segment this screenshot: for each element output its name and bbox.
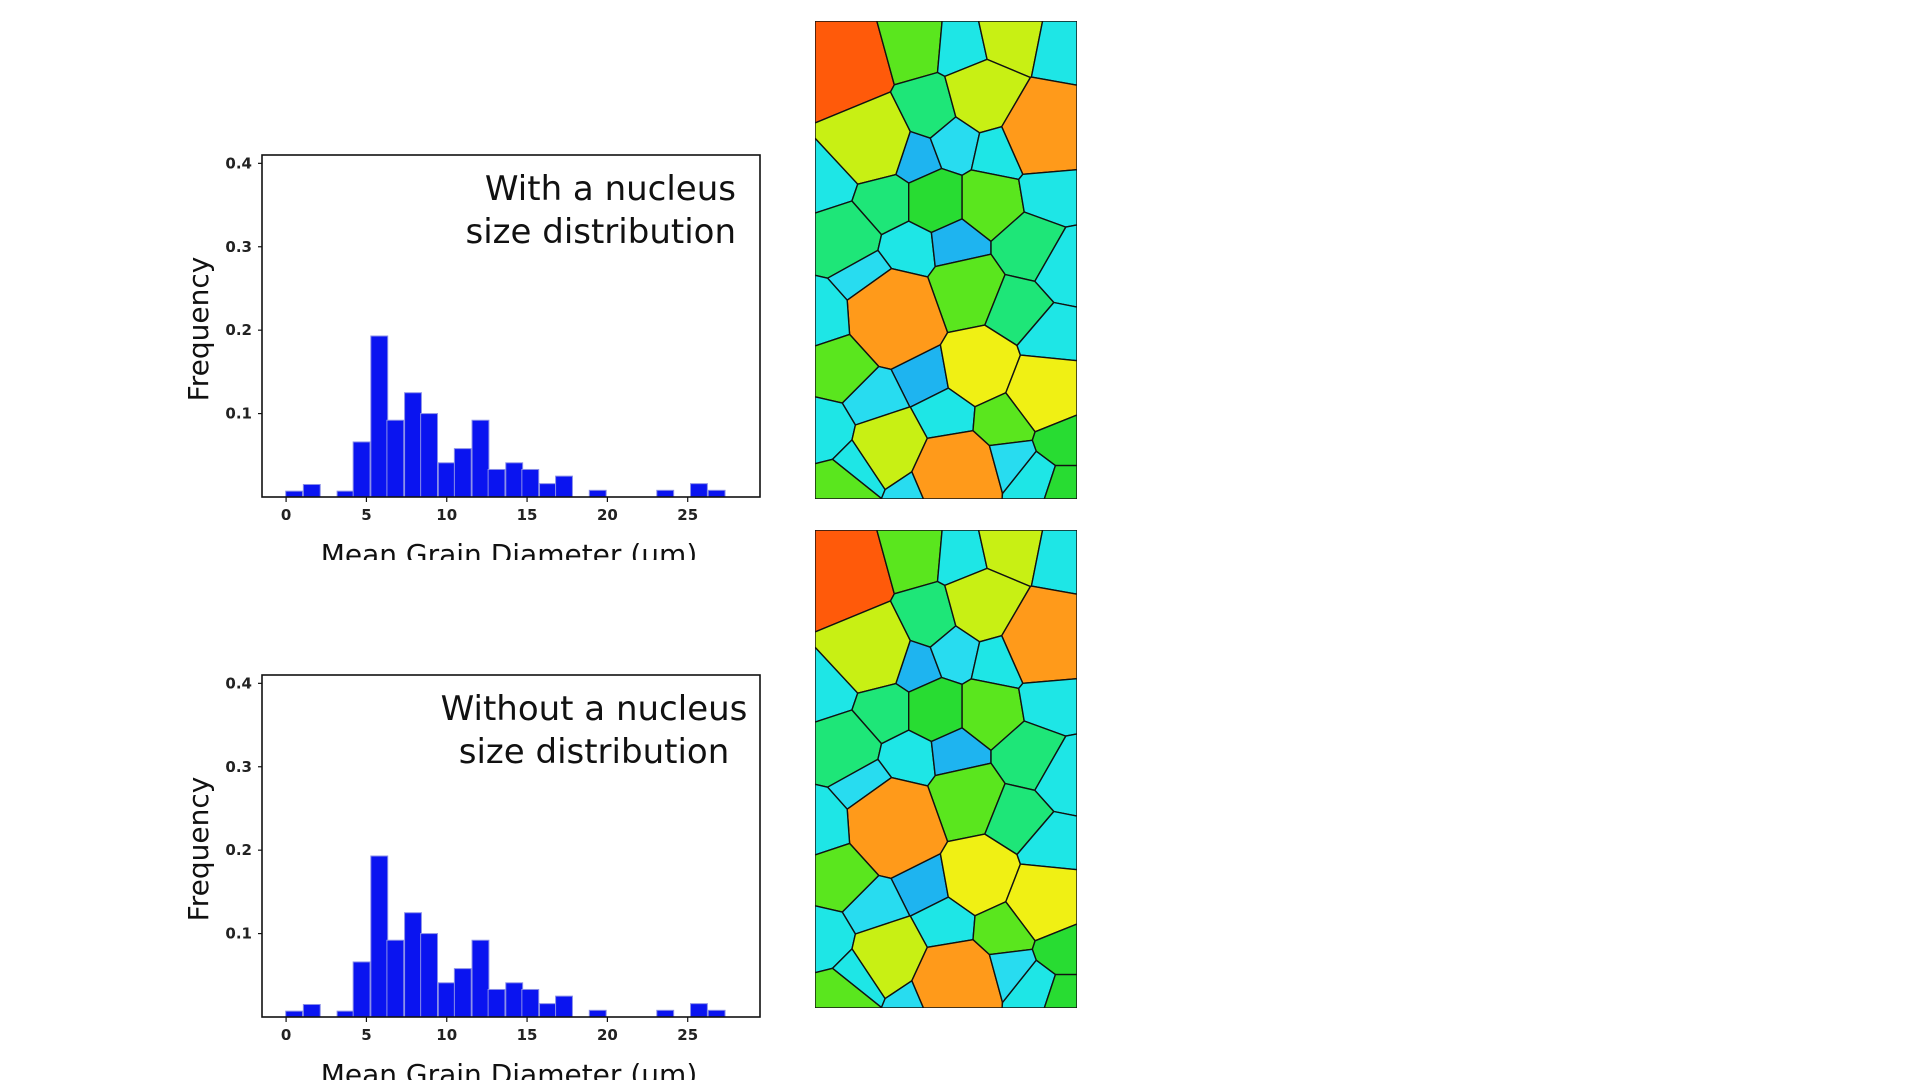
histogram-bar [521, 468, 540, 498]
histogram-bar [285, 490, 304, 498]
y-tick-label: 0.2 [225, 321, 252, 339]
y-tick-label: 0.3 [225, 758, 252, 776]
histogram-bar [505, 462, 524, 498]
plot-frame [261, 154, 761, 498]
grain-cell [1030, 21, 1077, 86]
histogram-bar [352, 441, 371, 498]
x-tick-label: 10 [436, 506, 457, 524]
x-tick-label: 15 [517, 506, 538, 524]
y-tick-label: 0.4 [225, 674, 252, 692]
grain-cell [988, 948, 1037, 1004]
grain-cells [815, 530, 1077, 1008]
histogram-bar [336, 490, 355, 498]
histogram-bar [555, 995, 573, 1018]
histogram-bar [588, 489, 607, 498]
x-axis-label: Mean Grain Diameter (μm) [321, 538, 698, 560]
histogram-bar [453, 968, 472, 1018]
histogram-bar [302, 483, 321, 498]
x-tick-label: 20 [597, 506, 618, 524]
grain-microstructure-without-nucleus-distribution [815, 530, 1077, 1008]
y-tick-label: 0.2 [225, 841, 252, 859]
grain-microstructure-with-nucleus-distribution [815, 21, 1077, 499]
chart-annotation-line: Without a nucleus [441, 689, 748, 729]
histogram-bar [437, 982, 456, 1018]
histogram-with-nucleus-distribution: 0.1 0.2 0.3 0.4 0 5 10 15 20 25 Mean Grain Diamete… [182, 154, 761, 560]
histogram-bar [690, 1003, 708, 1018]
grain-cell [1043, 464, 1077, 499]
histogram-bar [336, 1010, 355, 1018]
histogram-bar [588, 1009, 607, 1018]
chart-annotation-line: With a nucleus [485, 169, 736, 209]
histogram-bar [386, 939, 405, 1018]
histogram-bar [539, 1003, 557, 1018]
y-axis-label: Frequency [182, 257, 215, 402]
histogram-bar [521, 988, 540, 1018]
grain-cells [815, 21, 1077, 499]
histogram-bar [539, 483, 557, 498]
grain-cell [1016, 810, 1077, 871]
histogram-bar [386, 419, 405, 498]
histogram-bar [487, 468, 506, 498]
histogram-bar [707, 489, 726, 498]
histogram-bar [437, 462, 456, 498]
chart-annotation-line: size distribution [459, 732, 730, 772]
x-tick-label: 10 [436, 1026, 457, 1044]
grain-cell [1016, 301, 1077, 362]
grain-cell [880, 471, 925, 499]
histogram-bar [302, 1003, 321, 1018]
bars [285, 335, 726, 498]
histogram-bar [471, 939, 490, 1018]
histogram-bar [656, 489, 675, 498]
y-axis-label: Frequency [182, 777, 215, 922]
histogram-bar [352, 961, 371, 1018]
x-tick-label: 15 [517, 1026, 538, 1044]
histogram-bar [404, 392, 422, 498]
y-tick-label: 0.1 [225, 925, 252, 943]
histogram-bar [707, 1009, 726, 1018]
histogram-bar [555, 475, 573, 498]
histogram-bar [453, 448, 472, 498]
y-tick-label: 0.4 [225, 154, 252, 172]
histogram-bar [420, 413, 439, 498]
x-tick-label: 20 [597, 1026, 618, 1044]
x-tick-label: 0 [281, 1026, 291, 1044]
histogram-without-nucleus-distribution: 0.1 0.2 0.3 0.4 0 5 10 15 20 25 Mean Grain Diamete… [182, 674, 761, 1080]
y-tick-label: 0.3 [225, 238, 252, 256]
y-tick-label: 0.1 [225, 405, 252, 423]
chart-annotation-line: size distribution [466, 212, 737, 252]
histogram-bar [370, 335, 389, 498]
histogram-bar [404, 912, 422, 1018]
histogram-bar [487, 988, 506, 1018]
histogram-bar [690, 483, 708, 498]
grain-cell [988, 439, 1037, 495]
histogram-bar [505, 982, 524, 1018]
x-tick-label: 5 [361, 506, 371, 524]
x-tick-label: 0 [281, 506, 291, 524]
histogram-bar [656, 1009, 675, 1018]
x-tick-label: 5 [361, 1026, 371, 1044]
plot-frame [261, 674, 761, 1018]
grain-cell [1043, 973, 1077, 1008]
histogram-bar [420, 933, 439, 1018]
histogram-bar [285, 1010, 304, 1018]
grain-cell [880, 980, 925, 1008]
x-tick-label: 25 [677, 506, 698, 524]
x-tick-label: 25 [677, 1026, 698, 1044]
histogram-bar [471, 419, 490, 498]
grain-cell [1030, 530, 1077, 595]
bars [285, 855, 726, 1018]
x-axis-label: Mean Grain Diameter (μm) [321, 1058, 698, 1080]
histogram-bar [370, 855, 389, 1018]
